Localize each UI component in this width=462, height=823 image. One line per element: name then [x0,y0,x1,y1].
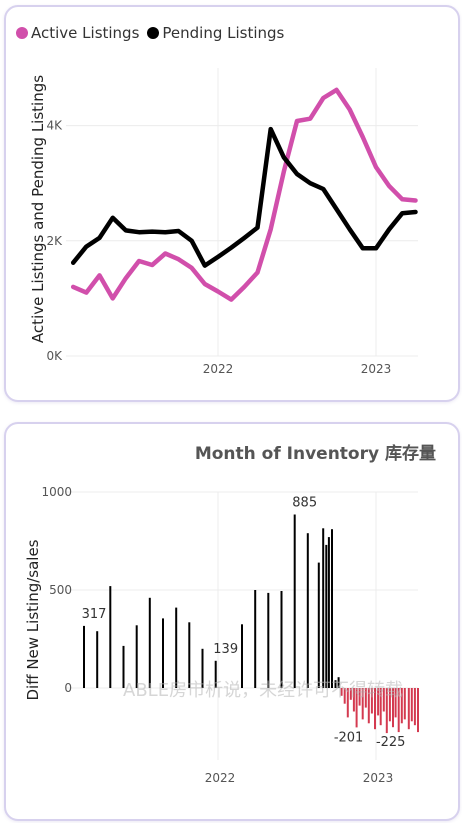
inventory-bar [417,688,419,733]
inventory-bar [175,607,178,688]
inventory-bar [96,631,99,688]
inventory-bar [349,688,352,700]
inventory-bar [361,688,364,720]
inventory-bar [358,688,361,706]
legend-label-pending: Pending Listings [162,24,285,42]
inventory-bar [340,688,343,696]
inventory-bar [392,688,394,728]
inventory-bar [267,592,270,688]
pending-listings-line [70,126,418,268]
inventory-bar [403,688,406,720]
top-y-tick-label: 4K [46,119,63,133]
inventory-bar [109,586,112,688]
inventory-bar [188,622,191,688]
listings-chart-card [4,5,460,402]
legend-item-pending[interactable]: Pending Listings [147,24,284,42]
inventory-bar [397,688,400,733]
inventory-bar [317,562,320,688]
inventory-bar [322,528,325,688]
inventory-bar [201,648,204,688]
inventory-bar [280,591,283,688]
inventory-bar [394,688,397,718]
top-x-tick-label: 2023 [361,362,392,376]
inventory-bar [325,544,328,688]
inventory-bar [331,529,333,688]
inventory-bar [413,688,416,726]
bottom-y-tick-label: 500 [49,583,72,597]
inventory-chart-card [4,422,460,821]
chart-legend[interactable]: Active Listings Pending Listings [16,24,292,42]
inventory-bar [327,537,330,688]
inventory-bar [374,688,376,730]
bar-data-label: 317 [82,607,107,622]
bottom-x-tick-label: 2023 [363,771,394,785]
inventory-bar [370,688,373,714]
top-y-tick-label: 2K [46,234,63,248]
inventory-bar [334,680,337,688]
inventory-bar [135,625,138,688]
inventory-bar [367,688,370,724]
inventory-bar [410,688,413,722]
inventory-bar [148,597,151,688]
bottom-y-tick-label: 1000 [41,485,72,499]
bar-data-label: -225 [376,735,406,750]
inventory-bar [364,688,367,708]
legend-dot-pending [147,27,160,39]
inventory-bar [407,688,410,730]
inventory-bar [254,590,257,688]
inventory-chart-title: Month of Inventory 库存量 [194,444,436,464]
bar-data-label: -201 [334,730,364,745]
inventory-bar [355,688,358,728]
inventory-bar [379,688,382,726]
inventory-bar [385,688,388,734]
watermark-text: ABLE房市析说，未经许可不得转载 [123,680,404,701]
bar-data-label: 139 [213,642,238,657]
inventory-bar [293,514,296,688]
inventory-bar [214,660,217,688]
legend-item-active[interactable]: Active Listings [16,24,139,42]
inventory-bar [352,688,355,712]
inventory-bar [388,688,391,722]
inventory-bar [377,688,380,716]
bottom-x-tick-label: 2022 [205,771,236,785]
inventory-bar [346,688,349,718]
legend-dot-active [16,27,28,39]
inventory-bar [382,688,385,712]
top-x-tick-label: 2022 [203,362,234,376]
legend-label-active: Active Listings [31,24,140,42]
inventory-bar [400,688,403,724]
inventory-bar [343,688,346,704]
inventory-bar [83,625,85,688]
inventory-bar [306,533,309,688]
top-y-tick-label: 0K [46,349,63,363]
inventory-bar [162,618,164,688]
inventory-bar [337,677,340,688]
bar-data-label: 885 [292,496,317,511]
active-listings-line [70,87,418,302]
inventory-bar [241,624,243,688]
inventory-bar [122,645,125,688]
bottom-y-tick-label: 0 [64,681,72,695]
